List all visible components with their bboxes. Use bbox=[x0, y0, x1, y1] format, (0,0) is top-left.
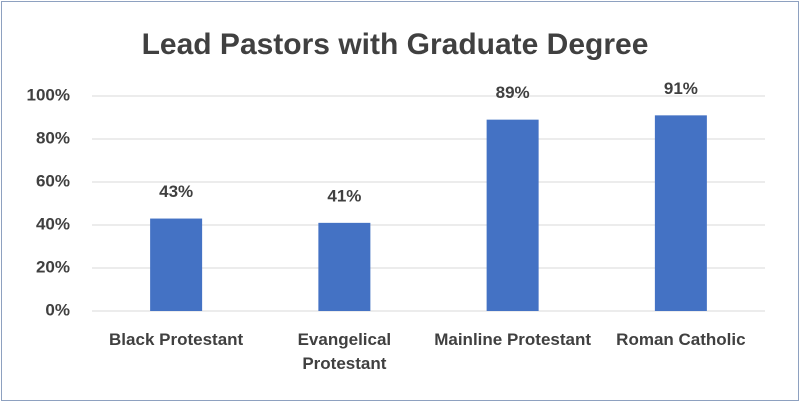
x-tick-label: Roman Catholic bbox=[616, 330, 746, 349]
chart-title: Lead Pastors with Graduate Degree bbox=[142, 28, 649, 61]
y-tick-label: 0% bbox=[45, 300, 70, 319]
x-tick-label: Black Protestant bbox=[109, 330, 244, 349]
data-label: 41% bbox=[327, 186, 361, 205]
bar bbox=[150, 218, 203, 311]
data-label: 43% bbox=[159, 182, 193, 201]
x-tick-label: Evangelical Protestant bbox=[297, 330, 392, 373]
y-tick-label: 60% bbox=[36, 171, 70, 190]
data-label: 89% bbox=[496, 83, 530, 102]
bar bbox=[486, 119, 539, 312]
y-tick-label: 40% bbox=[36, 214, 70, 233]
bar bbox=[654, 115, 707, 311]
x-tick-label: Mainline Protestant bbox=[434, 330, 592, 349]
y-tick-label: 100% bbox=[27, 85, 70, 104]
y-tick-label: 20% bbox=[36, 257, 70, 276]
data-label: 91% bbox=[664, 79, 698, 98]
bar bbox=[318, 222, 371, 311]
y-tick-label: 80% bbox=[36, 128, 70, 147]
